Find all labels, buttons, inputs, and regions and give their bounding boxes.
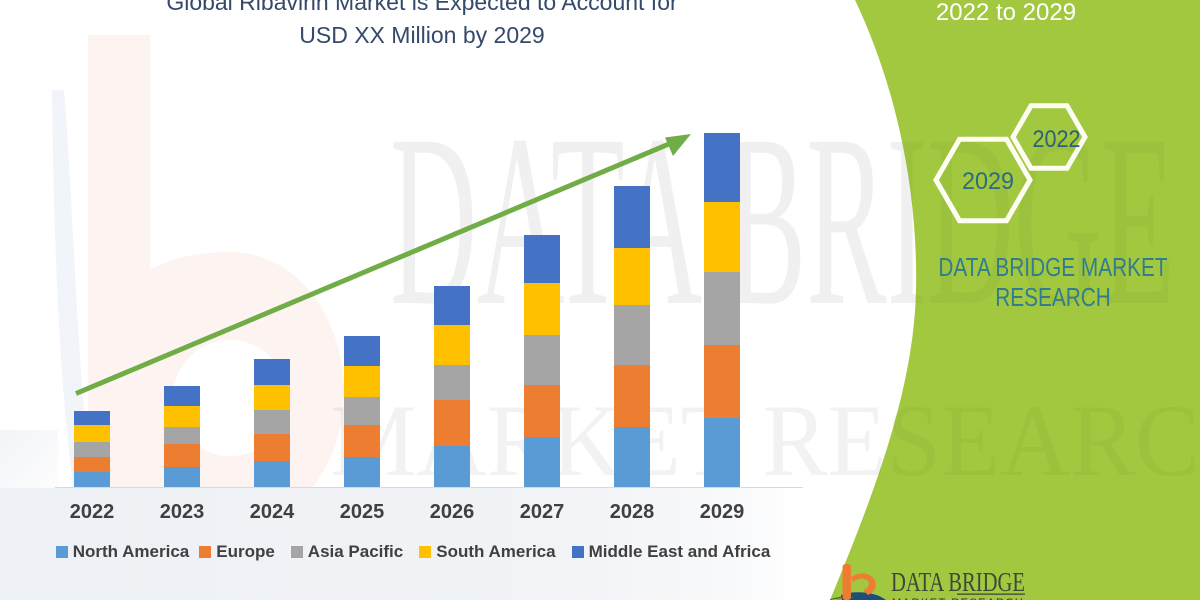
svg-text:DATA BRIDGE: DATA BRIDGE: [891, 567, 1025, 597]
svg-text:MARKET RESEARCH: MARKET RESEARCH: [892, 597, 1024, 600]
svg-text:2022: 2022: [1033, 126, 1081, 153]
svg-text:2029: 2029: [962, 168, 1014, 195]
